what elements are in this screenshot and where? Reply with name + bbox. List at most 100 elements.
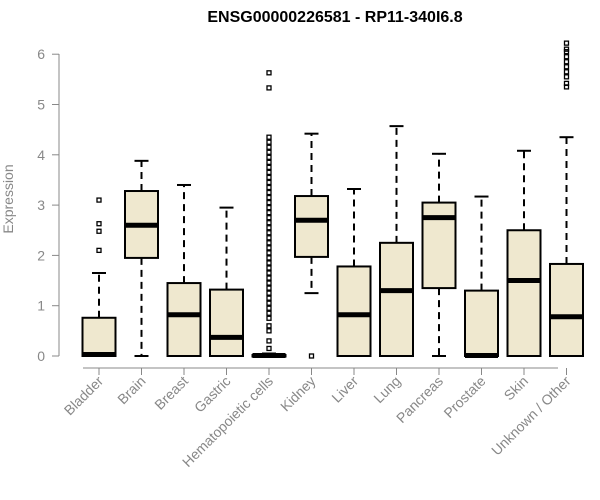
outlier-point [96, 228, 102, 234]
outlier-point [266, 174, 272, 181]
x-tick-label: Breast [151, 373, 191, 413]
outlier-point [563, 80, 570, 87]
outlier-point [266, 285, 272, 291]
x-tick-label: Pancreas [393, 373, 446, 426]
x-tick-label: Lung [370, 373, 403, 406]
outlier-point [266, 70, 272, 76]
outlier-point [266, 204, 272, 211]
y-tick-label: 6 [37, 46, 45, 62]
x-tick-label: Kidney [277, 373, 319, 415]
outlier-point [266, 220, 272, 226]
outlier-point [563, 69, 570, 75]
outlier-point [563, 64, 570, 70]
box-iqr [464, 289, 499, 357]
outlier-point [266, 139, 272, 145]
outlier-point [266, 225, 272, 231]
box-bladder [81, 197, 117, 358]
outlier-point [308, 353, 315, 359]
x-tick-label: Skin [501, 373, 532, 404]
y-tick-label: 3 [37, 197, 45, 213]
outlier-point [266, 199, 272, 206]
outlier-point [266, 134, 272, 140]
y-tick-label: 1 [37, 298, 45, 314]
box-kidney [294, 132, 329, 359]
y-tick-label: 5 [37, 97, 45, 113]
outlier-point [266, 85, 272, 91]
box-iqr [209, 288, 244, 358]
x-tick-label: Liver [328, 373, 361, 406]
box-iqr [506, 229, 542, 357]
outlier-point [266, 295, 272, 301]
outlier-point [266, 305, 272, 311]
outlier-point [266, 328, 272, 334]
outlier-point [266, 250, 272, 256]
outlier-point [266, 338, 272, 344]
y-tick-label: 2 [37, 247, 45, 263]
outlier-point [266, 270, 272, 276]
outlier-point [266, 290, 272, 296]
box-iqr [379, 241, 414, 357]
outlier-point [266, 255, 272, 261]
outlier-point [563, 46, 570, 52]
outlier-point [266, 265, 272, 271]
outlier-point [266, 323, 272, 329]
box-iqr [166, 282, 202, 357]
x-tick-label: Brain [114, 373, 148, 407]
outlier-point [266, 300, 272, 306]
box-unknown-other [549, 40, 584, 357]
outlier-point [266, 280, 272, 286]
box-iqr [81, 316, 117, 358]
box-hematopoietic-cells [251, 70, 287, 358]
outlier-point [266, 209, 272, 216]
outlier-point [266, 189, 272, 196]
box-iqr [336, 265, 372, 357]
outlier-point [266, 184, 272, 191]
box-breast [166, 183, 202, 357]
box-skin [506, 149, 542, 357]
boxes [81, 40, 584, 359]
box-liver [336, 188, 372, 357]
outlier-point [266, 260, 272, 266]
box-gastric [209, 206, 244, 358]
box-iqr [549, 262, 584, 357]
outlier-point [96, 221, 102, 227]
y-tick-label: 4 [37, 147, 45, 163]
outlier-point [563, 59, 570, 65]
x-tick-label: Prostate [440, 373, 488, 421]
y-axis-label: Expression [0, 164, 16, 233]
x-tick-label: Unknown / Other [488, 373, 574, 459]
outlier-point [266, 345, 272, 352]
outlier-point [266, 144, 272, 150]
outlier-point [266, 159, 272, 165]
outlier-point [563, 74, 570, 80]
outlier-point [266, 240, 272, 246]
outlier-point [266, 164, 272, 171]
outlier-point [266, 194, 272, 201]
outlier-point [266, 275, 272, 281]
chart-title: ENSG00000226581 - RP11-340I6.8 [207, 9, 462, 26]
outlier-point [266, 154, 272, 160]
outlier-point [266, 310, 272, 316]
y-ticks: 0 1 2 3 4 5 6 [37, 46, 59, 364]
y-tick-label: 0 [37, 348, 45, 364]
outlier-point [266, 215, 272, 221]
outlier-point [266, 169, 272, 176]
box-pancreas [421, 152, 457, 357]
outlier-point [266, 149, 272, 155]
outlier-point [266, 245, 272, 251]
box-prostate [464, 195, 499, 358]
outlier-point [96, 197, 102, 203]
box-lung [379, 125, 414, 357]
outlier-point [266, 179, 272, 186]
x-tick-label: Bladder [61, 373, 107, 419]
outlier-point [563, 54, 570, 60]
outlier-point [266, 230, 272, 236]
box-iqr [294, 195, 329, 258]
outlier-point [96, 247, 102, 254]
outlier-point [266, 315, 272, 321]
outlier-point [563, 40, 570, 46]
outlier-point [266, 235, 272, 241]
box-brain [124, 159, 159, 357]
